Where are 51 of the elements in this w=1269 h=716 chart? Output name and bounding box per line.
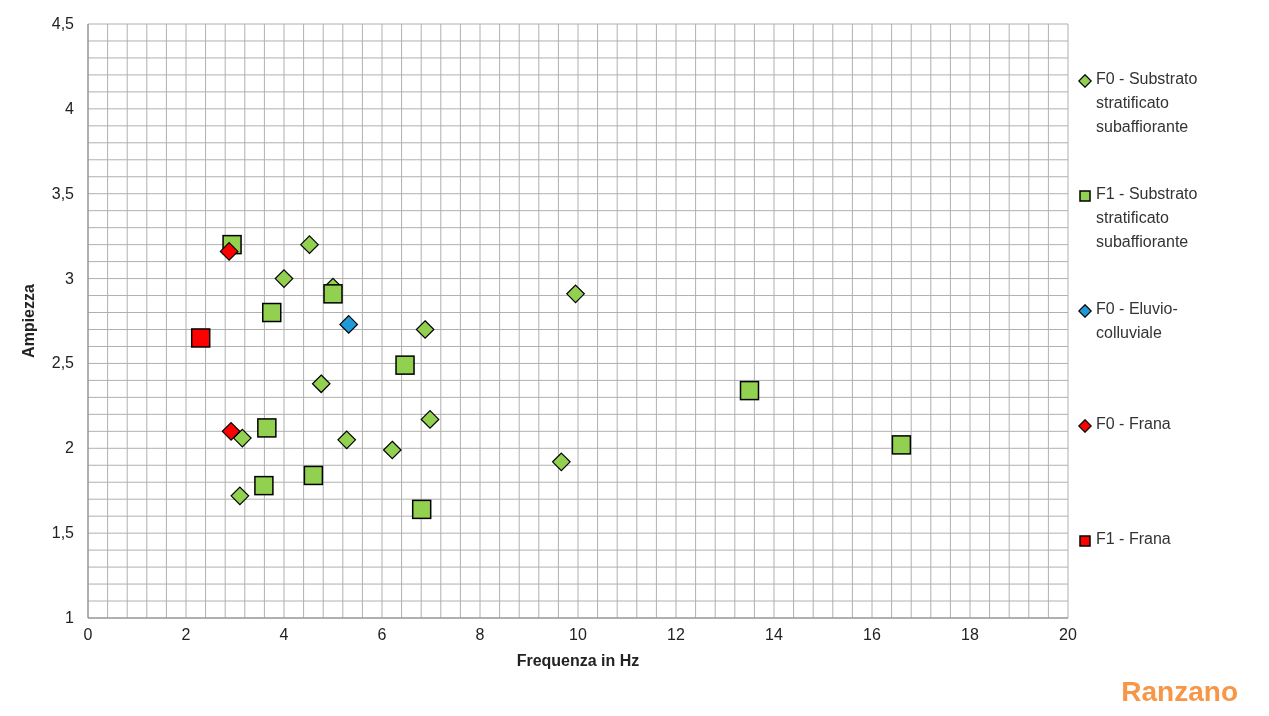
point bbox=[254, 475, 274, 496]
point bbox=[190, 328, 211, 348]
x-axis-title: Frequenza in Hz bbox=[516, 652, 640, 669]
x-tick-label: 16 bbox=[863, 626, 881, 643]
y-tick-label: 4 bbox=[65, 99, 75, 117]
x-tick-label: 20 bbox=[1059, 626, 1077, 643]
point bbox=[323, 284, 343, 304]
point bbox=[257, 418, 277, 438]
point bbox=[551, 452, 571, 472]
legend-label: F0 - Substrato stratificato subaffiorante bbox=[1096, 68, 1199, 137]
y-tick-label: 4,5 bbox=[51, 15, 75, 32]
y-tick-label: 1,5 bbox=[51, 524, 75, 542]
y-tick-label: 2,5 bbox=[51, 354, 75, 372]
x-tick-label: 18 bbox=[961, 626, 979, 643]
point bbox=[300, 235, 319, 254]
point bbox=[382, 440, 402, 460]
x-tick-label: 12 bbox=[667, 626, 685, 643]
x-tick-label: 14 bbox=[765, 626, 783, 643]
legend-label: F0 - Frana bbox=[1096, 413, 1171, 434]
y-tick-label: 2 bbox=[65, 439, 75, 457]
point bbox=[395, 355, 415, 375]
point bbox=[274, 269, 294, 288]
point bbox=[337, 430, 357, 450]
y-tick-label: 1 bbox=[65, 609, 75, 626]
y-tick-label: 3 bbox=[65, 269, 75, 287]
point bbox=[311, 374, 331, 394]
y-tick-label: 3,5 bbox=[51, 184, 75, 202]
point bbox=[566, 284, 585, 304]
x-tick-label: 2 bbox=[181, 626, 191, 643]
point bbox=[230, 486, 250, 506]
point bbox=[739, 380, 760, 401]
x-tick-label: 8 bbox=[475, 626, 485, 643]
point bbox=[420, 410, 440, 429]
point bbox=[233, 428, 252, 448]
legend-label: F0 - Eluvio-colluviale bbox=[1096, 298, 1179, 343]
point bbox=[415, 320, 435, 339]
legend-label: F1 - Substrato stratificato subaffiorante bbox=[1096, 183, 1199, 252]
point bbox=[303, 465, 324, 486]
x-tick-label: 4 bbox=[279, 626, 289, 643]
point bbox=[219, 242, 239, 261]
y-axis-title: Ampiezza bbox=[19, 284, 37, 358]
point bbox=[262, 302, 282, 323]
point bbox=[891, 435, 912, 455]
x-tick-label: 0 bbox=[83, 626, 93, 643]
point bbox=[339, 315, 359, 334]
x-tick-label: 10 bbox=[569, 626, 587, 643]
x-tick-label: 6 bbox=[377, 626, 387, 643]
legend-label: F1 - Frana bbox=[1096, 528, 1171, 549]
point bbox=[221, 421, 241, 441]
point bbox=[411, 499, 432, 520]
text: Ranzano bbox=[1121, 676, 1238, 708]
